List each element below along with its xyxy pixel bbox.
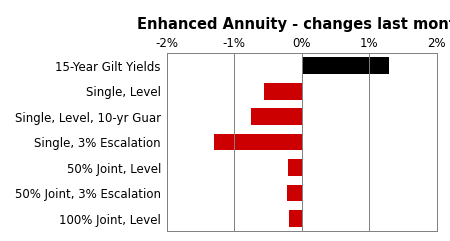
Bar [302,57,389,74]
Bar [288,159,302,176]
Bar [287,185,302,201]
Title: Enhanced Annuity - changes last month: Enhanced Annuity - changes last month [137,17,450,32]
Bar [214,134,302,150]
Bar [251,108,302,125]
Bar [265,83,302,100]
Bar [289,210,302,227]
